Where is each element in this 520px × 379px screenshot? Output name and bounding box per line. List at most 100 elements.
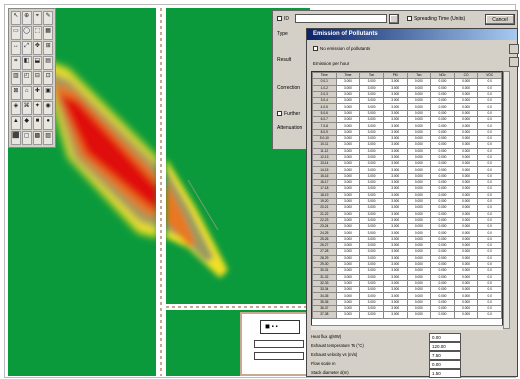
param-input[interactable]: 0.00 [429,360,461,369]
grid-cell[interactable]: 0.0 [477,109,502,118]
tool-button[interactable]: ▩ [32,131,43,145]
tool-button[interactable]: ↔ [11,41,21,55]
grid-cell[interactable]: 0.0 [477,286,502,294]
tool-button[interactable]: ◧ [21,56,32,70]
grid-cell[interactable]: 0.0 [477,78,502,86]
tool-button[interactable]: ✎ [43,11,53,25]
table-row[interactable]: 0.0-1 3.000 3.000 3.000 0.000 0.000 0.000 0.0 [312,78,502,86]
tool-button[interactable]: ⌖ [32,11,43,25]
tool-button[interactable]: ⊡ [43,71,53,85]
tool-button[interactable]: ⊠ [11,86,21,100]
table-row[interactable]: 7.0-8 3.000 3.000 3.000 0.000 0.000 0.000 0.0 [312,122,502,130]
tool-button[interactable]: ◰ [21,71,32,85]
table-row[interactable]: 25-26 3.000 3.000 3.000 0.000 0.000 0.000 0.0 [312,235,502,244]
table-row[interactable]: 37-38 3.000 3.000 3.000 0.000 0.000 0.000 0.0 [312,311,502,319]
grid-cell[interactable]: 0.0 [477,292,502,300]
grid-cell[interactable]: 0.0 [477,254,502,262]
tool-button[interactable]: ⊕ [21,11,32,25]
table-row[interactable]: 28-29 3.000 3.000 3.000 0.000 0.000 0.000 0.0 [312,254,502,262]
cancel-button[interactable]: Cancel [485,14,515,25]
inset-map-window[interactable]: ◼ ▪ ▪ [240,312,310,376]
tool-button[interactable]: ▥ [11,71,21,85]
grid-cell[interactable]: 0.0 [477,116,502,124]
grid-horizontal-scrollbar[interactable] [311,325,503,330]
side-button-2[interactable] [509,57,519,67]
grid-cell[interactable]: 0.000 [406,311,432,319]
grid-cell[interactable]: 0.0 [477,311,502,319]
tool-button[interactable]: ✚ [32,86,43,100]
table-row[interactable]: 5.0-6 3.000 3.000 3.000 0.000 0.000 0.000 0.0 [312,109,502,118]
grid-column-header[interactable]: VOC [477,72,502,80]
grid-vertical-scrollbar[interactable] [503,71,510,329]
table-row[interactable]: 21-22 3.000 3.000 3.000 0.000 0.000 0.000 0.0 [312,210,502,218]
table-row[interactable]: 27-28 3.000 3.000 3.000 0.000 0.000 0.000 0.0 [312,248,502,256]
grid-cell[interactable]: 0.0 [477,304,502,313]
table-row[interactable]: 3.0-4 3.000 3.000 3.000 0.000 0.000 0.000 0.0 [312,97,502,105]
tool-button[interactable]: ⬓ [32,56,43,70]
grid-cell[interactable]: 0.0 [477,97,502,105]
grid-cell[interactable]: 3.000 [359,311,384,319]
tool-button[interactable]: ◯ [21,26,32,40]
table-row[interactable]: 30-31 3.000 3.000 3.000 0.000 0.000 0.000 0.0 [312,267,502,275]
table-row[interactable]: 23-24 3.000 3.000 3.000 0.000 0.000 0.000 0.0 [312,223,502,231]
param-input[interactable]: 7.50 [429,351,461,360]
tool-button[interactable]: ◈ [11,101,21,115]
grid-cell[interactable]: 0.0 [477,279,502,288]
table-row[interactable]: 36-37 3.000 3.000 3.000 0.000 0.000 0.000 0.0 [312,304,502,313]
tool-button[interactable]: ▢ [21,131,32,145]
tool-button[interactable]: ◉ [43,101,53,115]
table-row[interactable]: 10-11 3.000 3.000 3.000 0.000 0.000 0.000 0.0 [312,141,502,149]
param-input[interactable]: 120.00 [429,342,461,351]
tool-button[interactable]: ⤢ [21,41,32,55]
side-button-1[interactable] [509,44,519,54]
tool-button[interactable]: ✥ [32,41,43,55]
id-field[interactable] [295,14,387,23]
grid-cell[interactable]: 0.0 [477,298,502,307]
table-row[interactable]: 33-34 3.000 3.000 3.000 0.000 0.000 0.000 0.0 [312,286,502,294]
no-emission-checkbox[interactable] [313,46,318,52]
table-row[interactable]: 35-36 3.000 3.000 3.000 0.000 0.000 0.000 0.0 [312,298,502,307]
tool-button[interactable]: ✦ [32,101,43,115]
tool-button[interactable]: ⌗ [11,56,21,70]
table-row[interactable]: 22-23 3.000 3.000 3.000 0.000 0.000 0.000 0.0 [312,216,502,225]
table-row[interactable]: 34-35 3.000 3.000 3.000 0.000 0.000 0.000 0.0 [312,292,502,300]
grid-cell[interactable]: 0.000 [430,311,455,319]
table-row[interactable]: 2.0-3 3.000 3.000 3.000 0.000 0.000 0.000 0.0 [312,90,502,99]
tool-button[interactable]: ⌘ [21,101,32,115]
emission-grid[interactable]: Time Time Ton PM Ton NOx CO VOC 0.0-1 3.000 3.000… [311,71,503,329]
tool-button[interactable]: ⊞ [43,41,53,55]
grid-cell[interactable]: 0.0 [477,267,502,275]
tool-button[interactable]: ▤ [43,56,53,70]
table-row[interactable]: 31-32 3.000 3.000 3.000 0.000 0.000 0.000 0.0 [312,273,502,281]
table-row[interactable]: 29-30 3.000 3.000 3.000 0.000 0.000 0.000 0.0 [312,260,502,269]
further-label[interactable]: Further [277,111,300,117]
table-row[interactable]: 4.0-5 3.000 3.000 3.000 0.000 0.000 0.000 0.0 [312,103,502,111]
tool-button[interactable]: ↖ [11,11,21,25]
tool-button[interactable]: ▦ [43,26,53,40]
grid-cell[interactable]: 0.0 [477,103,502,111]
tool-button[interactable]: ⌂ [21,86,32,100]
table-row[interactable]: 8.0-9 3.000 3.000 3.000 0.000 0.000 0.000 0.0 [312,128,502,136]
table-row[interactable]: 6.0-7 3.000 3.000 3.000 0.000 0.000 0.000 0.0 [312,116,502,124]
browse-button[interactable] [389,14,399,24]
tool-button[interactable]: ▣ [43,86,53,100]
grid-cell[interactable]: 0.0 [477,84,502,92]
tool-button[interactable]: ⬛ [11,131,21,145]
spreading-time-option[interactable]: Spreading Time (Units) [407,16,465,22]
param-input[interactable]: 1.50 [429,369,461,378]
grid-cell[interactable]: 0.0 [477,260,502,269]
param-input[interactable]: 0.00 [429,333,461,342]
grid-cell[interactable]: 0.0 [477,90,502,99]
tool-button[interactable]: ⬚ [32,26,43,40]
id-checkbox[interactable] [277,16,282,22]
tool-button[interactable]: ▭ [11,26,21,40]
table-row[interactable]: 32-33 3.000 3.000 3.000 0.000 0.000 0.000 0.0 [312,279,502,288]
no-emission-option[interactable]: No emission of pollutants [313,46,370,52]
inset-selector[interactable]: ◼ ▪ ▪ [260,320,300,334]
grid-cell[interactable]: 0.0 [477,273,502,281]
map-panel-right[interactable] [166,8,310,308]
tool-button[interactable]: ■ [32,116,43,130]
tool-button[interactable]: ▲ [11,116,21,130]
grid-cell[interactable]: 3.000 [335,311,361,319]
grid-cell[interactable]: 0.000 [453,311,479,319]
